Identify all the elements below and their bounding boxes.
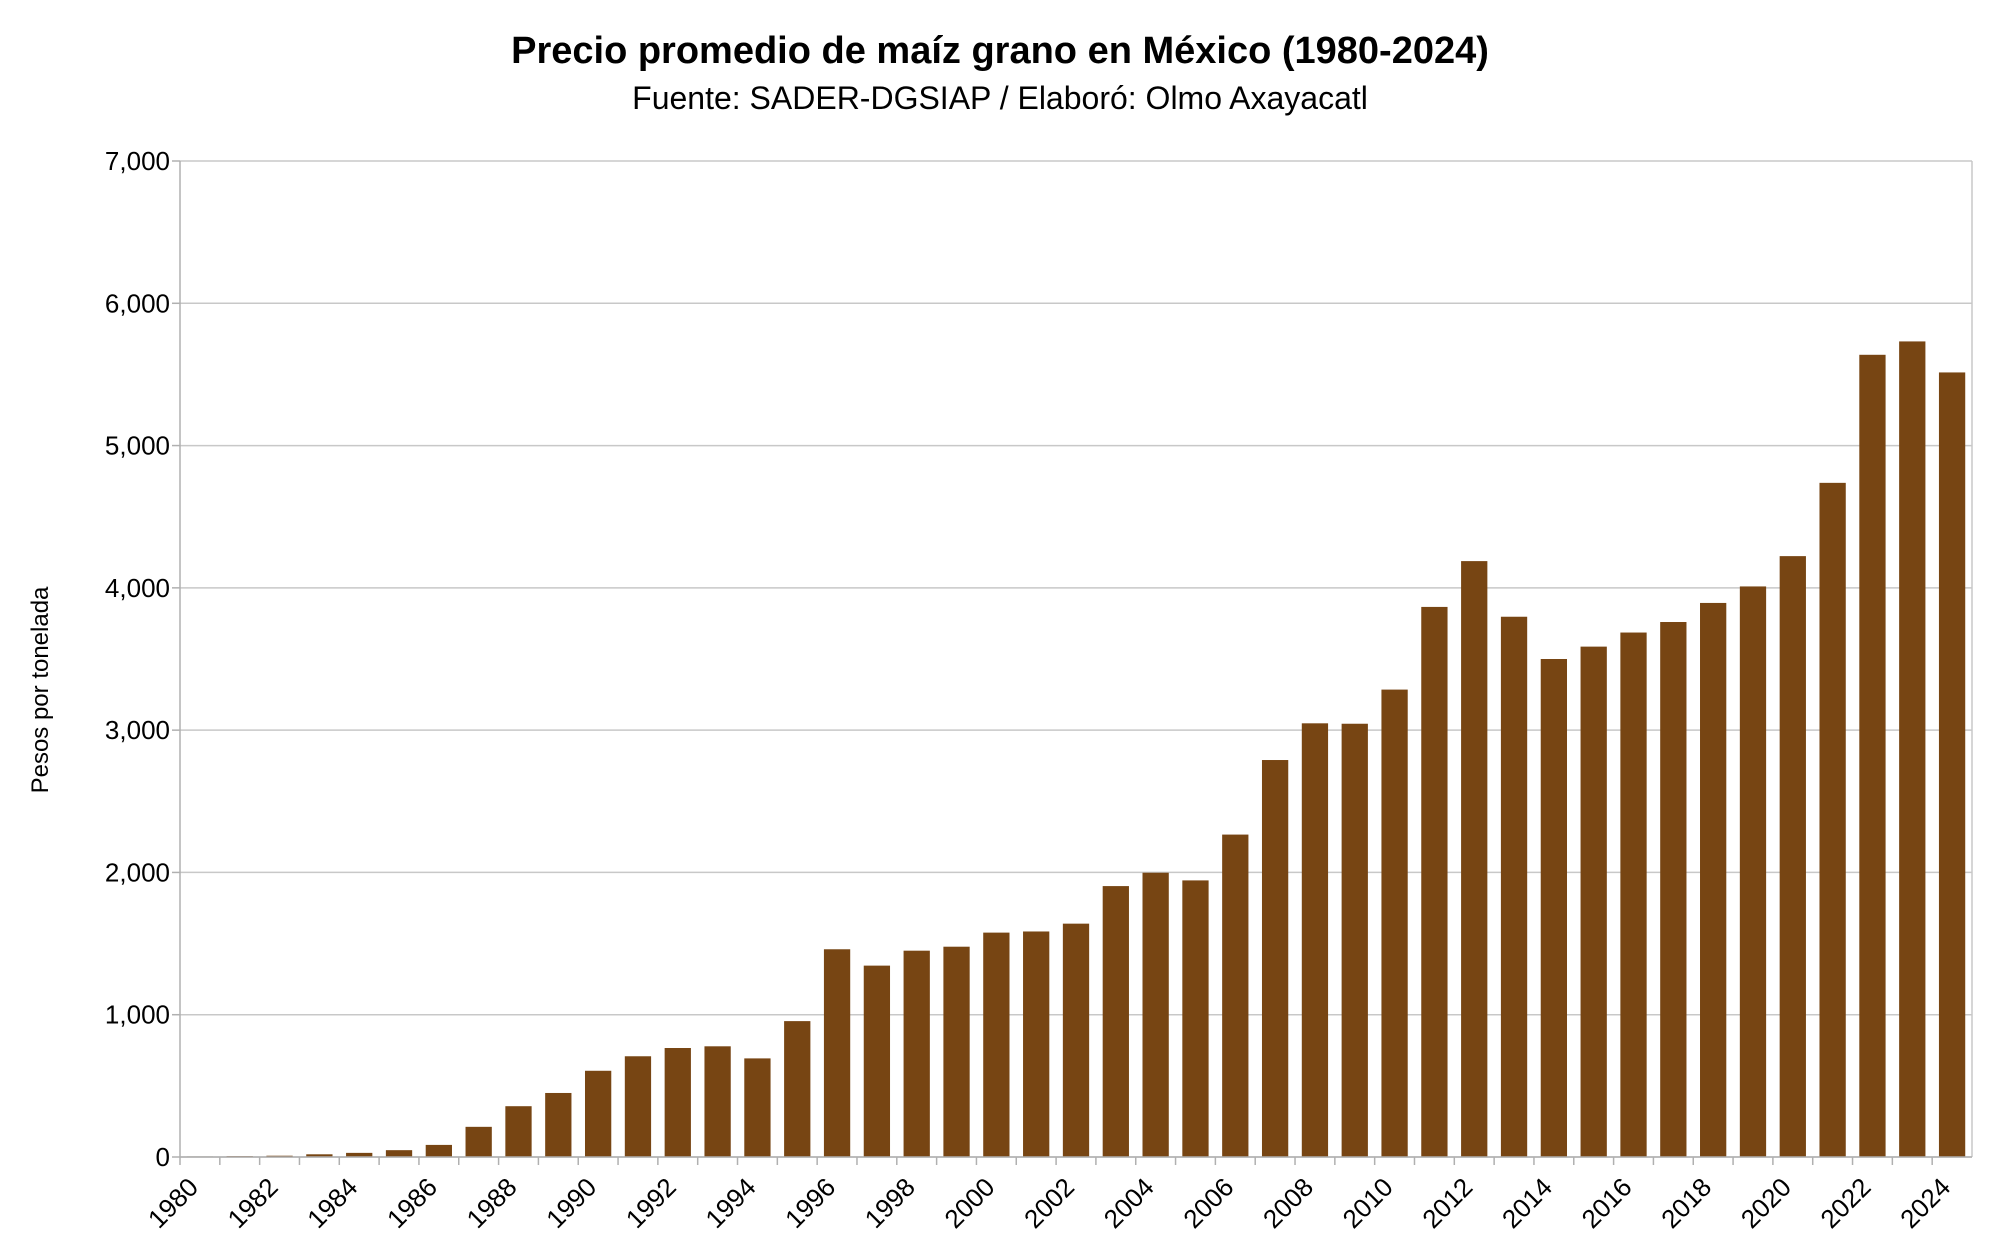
x-tick-label: 1996 [779, 1172, 841, 1234]
bar-2024 [1938, 372, 1966, 1157]
x-tick-label: 1992 [620, 1172, 682, 1234]
bar-1992 [664, 1048, 691, 1157]
bar-1983 [306, 1154, 333, 1157]
x-tick-label: 2010 [1337, 1172, 1399, 1234]
y-tick-label: 0 [156, 1142, 170, 1172]
bar-2017 [1660, 622, 1687, 1157]
y-tick-labels: 0 1,000 2,000 3,000 4,000 5,000 6,000 7,000 [105, 146, 170, 1172]
y-tick-label: 4,000 [105, 573, 170, 603]
bar-1988 [505, 1106, 532, 1157]
x-tick-label: 1982 [222, 1172, 284, 1234]
x-tick-label: 2006 [1177, 1172, 1239, 1234]
x-tick-label: 2000 [938, 1172, 1000, 1234]
bar-1985 [385, 1150, 413, 1157]
bar-2000 [983, 932, 1010, 1157]
bar-2023 [1899, 341, 1926, 1157]
bar-2005 [1182, 880, 1209, 1157]
y-tick-label: 6,000 [105, 288, 170, 318]
bar-2016 [1620, 632, 1647, 1157]
x-tick-label: 1980 [142, 1172, 204, 1234]
x-tick-label: 1986 [381, 1172, 443, 1234]
x-tick-label: 1988 [460, 1172, 522, 1234]
bar-2015 [1580, 646, 1607, 1157]
bar-2012 [1461, 561, 1488, 1157]
x-tick-label: 2004 [1098, 1172, 1160, 1234]
bar-2014 [1540, 659, 1568, 1157]
bar-2001 [1023, 931, 1050, 1157]
y-tick-label: 1,000 [105, 1000, 170, 1030]
bar-1995 [784, 1021, 811, 1157]
bar-2011 [1421, 606, 1448, 1157]
y-axis-label: Pesos por tonelada [27, 586, 54, 793]
y-tick-label: 3,000 [105, 715, 170, 745]
y-tick-label: 7,000 [105, 146, 170, 176]
x-tick-label: 2014 [1496, 1172, 1558, 1234]
x-tick-labels: 1980 1982 1984 1986 1988 1990 1992 1994 1996 1998… [142, 1172, 1956, 1234]
x-tick-label: 2024 [1894, 1172, 1956, 1234]
x-tick-label: 2012 [1416, 1172, 1478, 1234]
bar-2022 [1859, 354, 1886, 1157]
bar-1998 [903, 950, 930, 1157]
bar-2013 [1500, 616, 1528, 1157]
y-tick-label: 5,000 [105, 431, 170, 461]
x-tick-label: 2022 [1814, 1172, 1876, 1234]
bar-1987 [465, 1126, 492, 1157]
bars [186, 341, 1966, 1157]
bar-2008 [1301, 723, 1329, 1157]
bar-1989 [545, 1092, 572, 1157]
x-tick-label: 1990 [540, 1172, 602, 1234]
y-tick-label: 2,000 [105, 857, 170, 887]
bar-2018 [1700, 602, 1727, 1157]
x-tick-label: 1984 [301, 1172, 363, 1234]
x-tick-label: 1994 [699, 1172, 761, 1234]
bar-1997 [863, 965, 891, 1157]
bar-2002 [1062, 923, 1090, 1157]
chart-subtitle: Fuente: SADER-DGSIAP / Elaboró: Olmo Axa… [632, 80, 1368, 116]
bar-2006 [1222, 834, 1249, 1157]
x-tick-label: 1998 [859, 1172, 921, 1234]
chart-title: Precio promedio de maíz grano en México … [511, 30, 1489, 72]
bar-1991 [624, 1056, 652, 1157]
x-tick-label: 2020 [1735, 1172, 1797, 1234]
bar-2007 [1261, 760, 1289, 1157]
bar-2019 [1739, 586, 1767, 1157]
bar-1984 [346, 1152, 373, 1157]
bar-2021 [1819, 482, 1846, 1157]
x-tick-label: 2018 [1655, 1172, 1717, 1234]
bar-2010 [1381, 689, 1408, 1157]
bar-2020 [1779, 556, 1806, 1157]
bar-1996 [823, 949, 851, 1157]
bar-1986 [425, 1144, 452, 1157]
bar-2003 [1102, 886, 1129, 1157]
bar-2004 [1142, 872, 1169, 1157]
x-tick-label: 2008 [1257, 1172, 1319, 1234]
bar-1993 [704, 1046, 731, 1157]
bar-1999 [943, 946, 970, 1157]
bar-1994 [744, 1058, 771, 1157]
bar-1990 [584, 1070, 612, 1157]
axes [179, 161, 1973, 1165]
x-tick-label: 2002 [1018, 1172, 1080, 1234]
bar-2009 [1341, 723, 1368, 1157]
x-tick-label: 2016 [1576, 1172, 1638, 1234]
